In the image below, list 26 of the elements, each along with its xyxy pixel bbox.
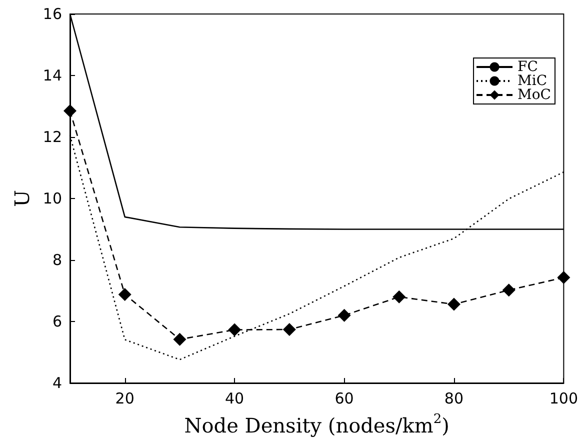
point	[338, 308, 351, 322]
x-tick-label: 40	[225, 390, 244, 408]
x-tick-label: 20	[115, 390, 134, 408]
point	[557, 271, 570, 284]
point	[502, 284, 516, 297]
y-tick-label: 6	[52, 312, 62, 330]
y-tick-label: 4	[52, 374, 62, 392]
point	[118, 288, 132, 301]
y-tick-label: 8	[52, 251, 62, 269]
point	[392, 290, 406, 304]
x-tick-label: 60	[334, 390, 354, 408]
y-axis-title: U	[10, 190, 34, 207]
legend-label: MoC	[518, 87, 552, 103]
x-tick-label: 100	[549, 390, 578, 408]
x-tick-label: 80	[444, 390, 464, 408]
point	[228, 323, 242, 336]
y-tick-label: 12	[42, 128, 62, 146]
y-tick-label: 16	[42, 5, 62, 23]
point	[282, 322, 296, 336]
point	[173, 332, 186, 346]
point	[447, 298, 460, 311]
y-tick-label: 10	[42, 190, 62, 208]
y-tick-label: 14	[42, 66, 62, 84]
point	[64, 104, 76, 118]
legend-label: MiC	[518, 73, 548, 89]
legend-label: FC	[518, 59, 538, 75]
